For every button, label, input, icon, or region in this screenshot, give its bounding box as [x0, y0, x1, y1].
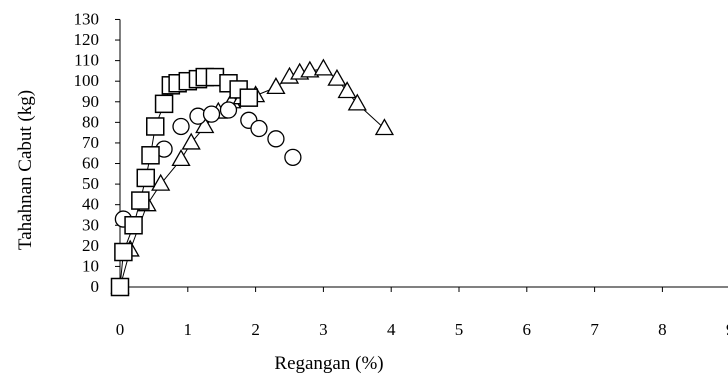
y-tick-label: 0: [91, 277, 100, 296]
data-point-square: [114, 242, 133, 262]
y-tick-label: 40: [82, 195, 99, 214]
data-point-circle: [219, 101, 238, 119]
x-tick-label: 7: [590, 320, 599, 339]
y-tick-label: 70: [82, 133, 99, 152]
y-tick-label: 50: [82, 174, 99, 193]
data-point-circle: [250, 119, 268, 138]
data-point-square: [124, 216, 143, 235]
y-tick-label: 30: [82, 215, 99, 234]
data-point-triangle: [300, 60, 320, 78]
x-tick-label: 4: [387, 320, 396, 339]
data-point-circle: [172, 117, 190, 136]
y-tick-label: 60: [82, 154, 99, 173]
series-circle: [114, 101, 302, 228]
data-point-triangle: [151, 173, 171, 191]
y-tick-label: 110: [74, 51, 99, 70]
data-point-square: [146, 117, 165, 136]
series-square: [110, 67, 259, 297]
y-tick-label: 120: [74, 30, 100, 49]
x-tick-label: 8: [658, 320, 667, 339]
y-tick-label: 80: [82, 112, 99, 131]
data-point-triangle: [195, 116, 215, 134]
x-axis-title: Regangan (%): [274, 353, 383, 374]
x-tick-label: 9: [726, 320, 728, 339]
y-tick-label: 10: [82, 256, 99, 275]
data-point-square: [239, 88, 259, 107]
data-point-triangle: [181, 132, 201, 150]
data-point-triangle: [374, 118, 395, 136]
y-tick-label: 130: [74, 9, 100, 28]
x-tick-label: 5: [455, 320, 464, 339]
axes: 0123456789010203040506070809010011012013…: [74, 9, 728, 339]
y-tick-label: 90: [82, 92, 99, 111]
data-point-triangle: [327, 68, 347, 86]
data-point-square: [141, 146, 160, 165]
x-tick-label: 2: [251, 320, 260, 339]
x-tick-label: 0: [116, 320, 125, 339]
data-point-square: [154, 94, 174, 114]
data-point-triangle: [266, 77, 286, 95]
data-point-circle: [267, 130, 285, 148]
data-point-square: [131, 191, 150, 210]
x-tick-label: 3: [319, 320, 328, 339]
y-tick-label: 100: [74, 71, 100, 90]
data-point-square: [110, 277, 130, 297]
x-tick-label: 1: [184, 320, 193, 339]
series-layer: [110, 58, 395, 297]
data-point-triangle: [171, 149, 191, 167]
data-point-triangle: [347, 93, 367, 111]
data-point-circle: [202, 105, 221, 123]
data-point-triangle: [337, 81, 357, 99]
data-point-circle: [284, 148, 302, 166]
y-axis-title: Tahahnan Cabut (kg): [15, 90, 36, 250]
x-tick-label: 6: [523, 320, 532, 339]
y-tick-label: 20: [82, 236, 99, 255]
data-point-triangle: [313, 58, 334, 76]
data-point-square: [136, 168, 156, 188]
